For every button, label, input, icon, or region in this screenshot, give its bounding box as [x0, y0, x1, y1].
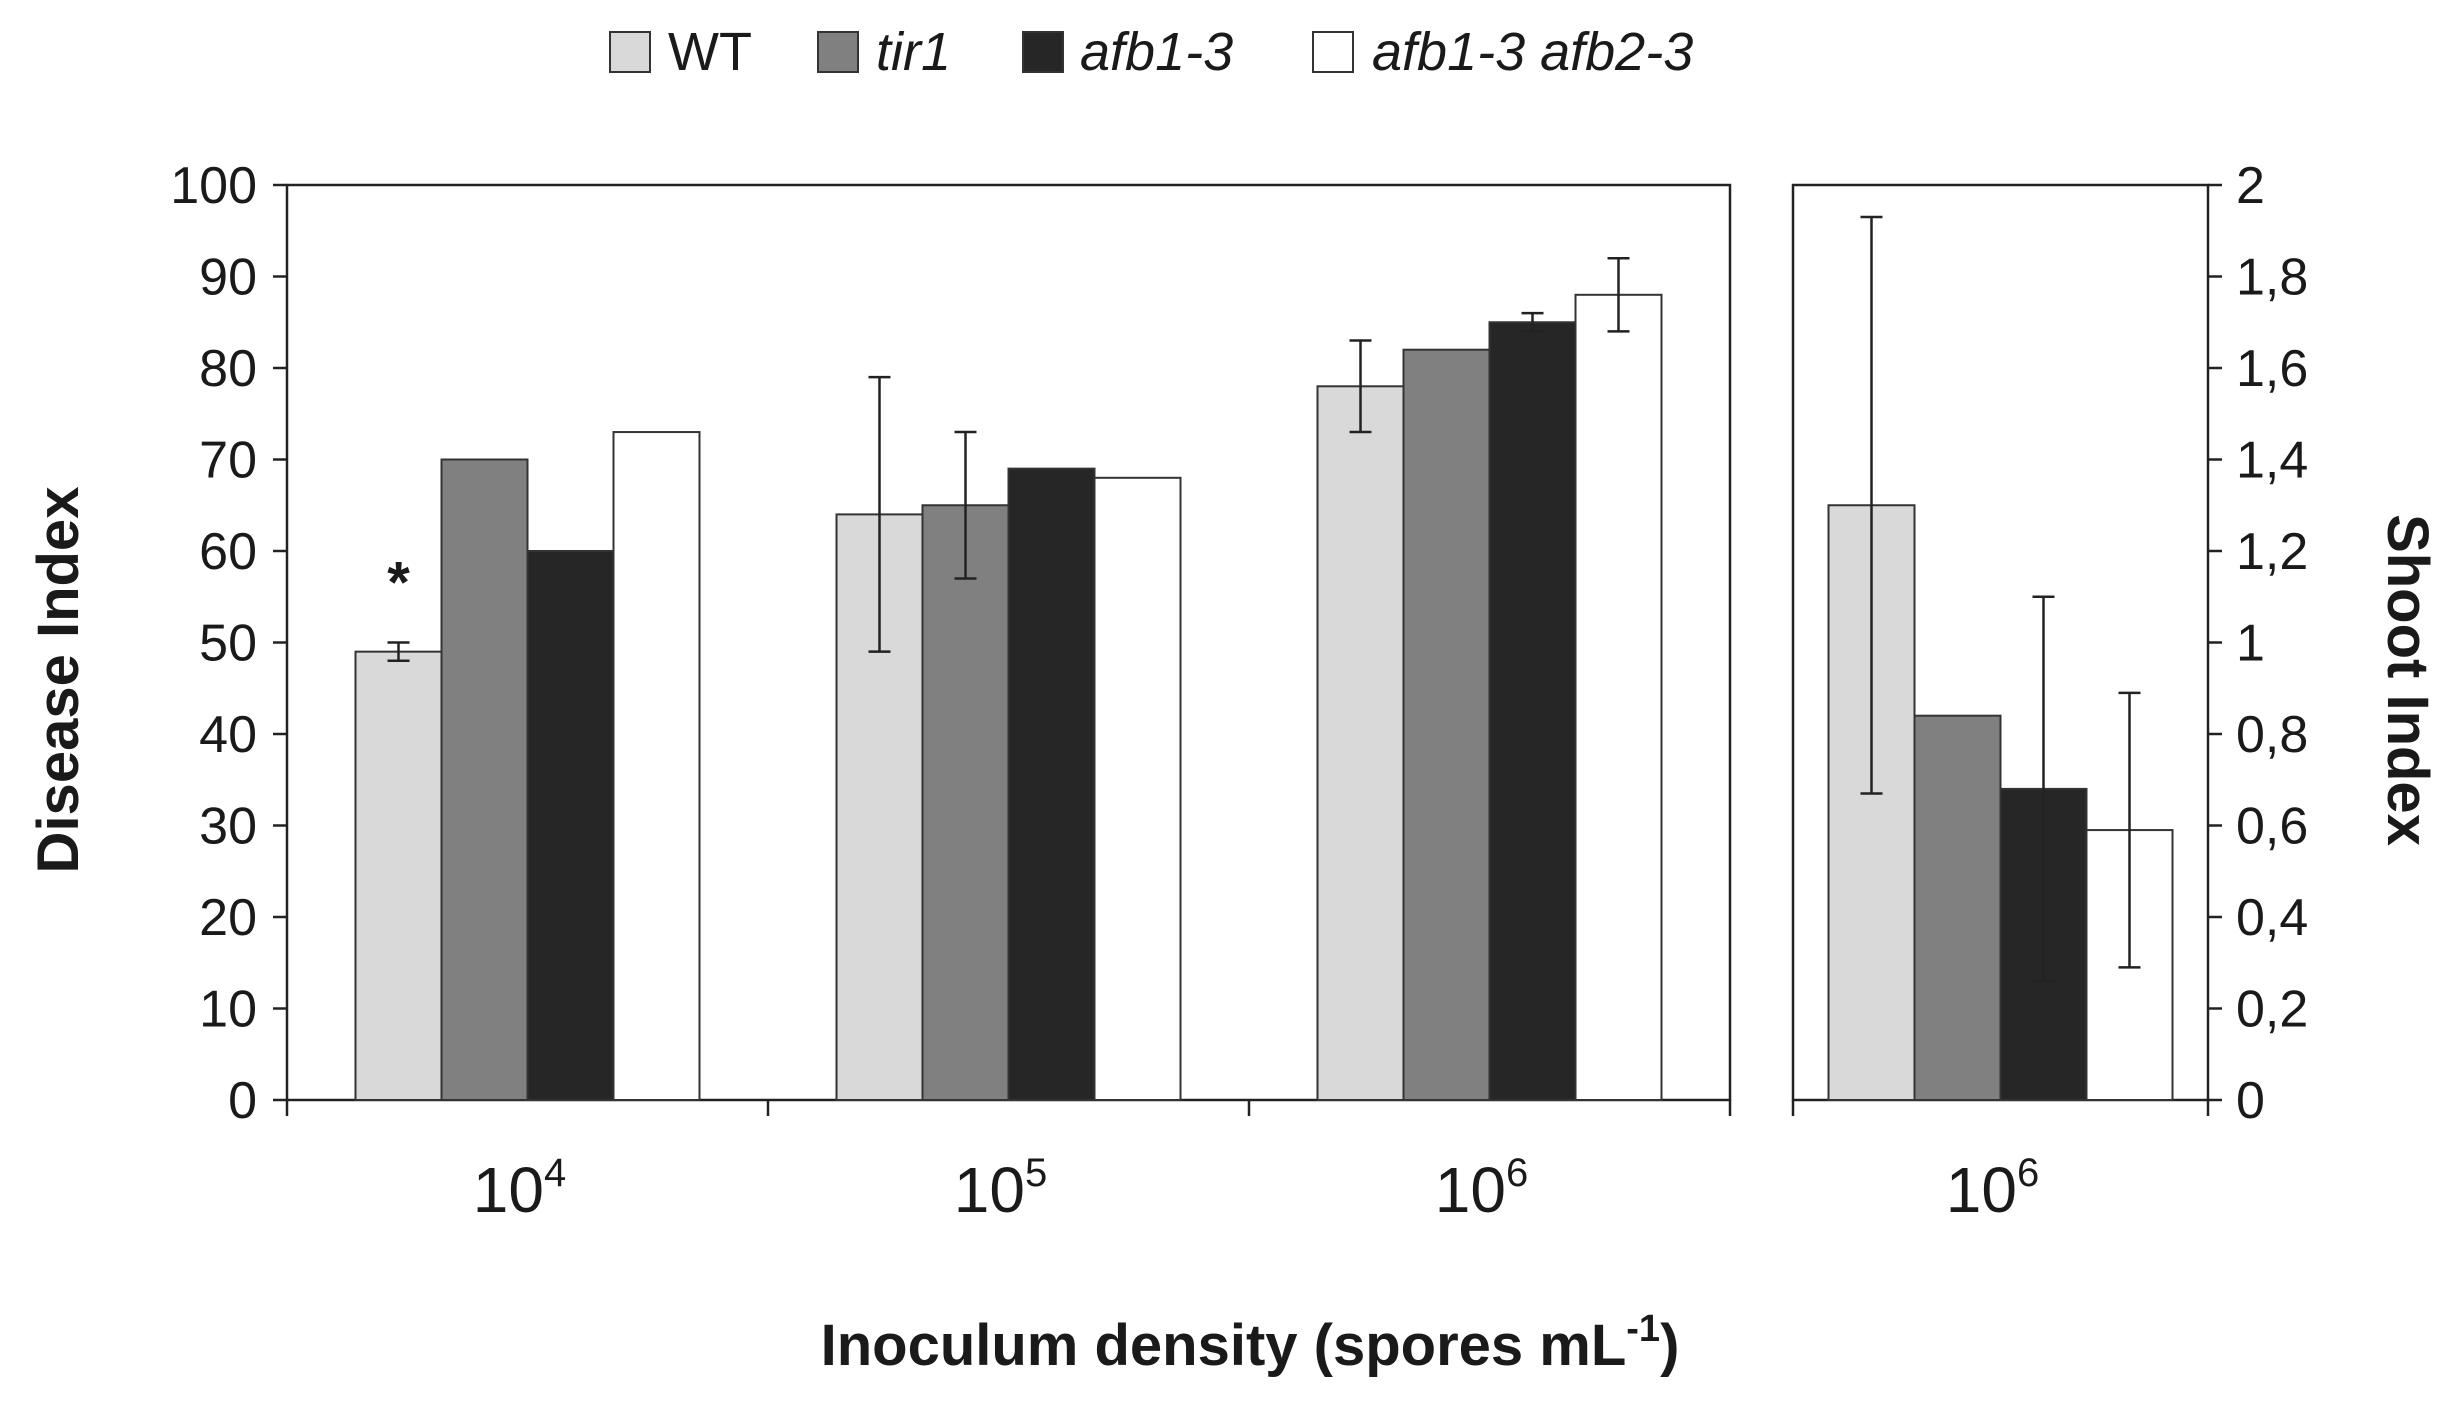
- y-axis-title-left: Disease Index: [26, 487, 91, 874]
- right-y-tick-label: 0,2: [2236, 981, 2308, 1039]
- legend-label-afb1-3-afb2-3: afb1-3 afb2-3: [1372, 22, 1693, 82]
- left-y-tick-label: 90: [199, 249, 257, 307]
- legend-swatch-tir1: [817, 31, 859, 73]
- left-y-tick-label: 0: [228, 1072, 257, 1130]
- left-significance-marker: *: [387, 551, 410, 616]
- left-y-tick-label: 20: [199, 889, 257, 947]
- legend-swatch-afb1-3: [1022, 31, 1064, 73]
- legend-swatch-afb1-3-afb2-3: [1312, 31, 1354, 73]
- left-x-category-label: 106: [1435, 1151, 1528, 1226]
- right-y-tick-label: 1,4: [2236, 432, 2308, 490]
- y-axis-title-right: Shoot Index: [2375, 514, 2440, 846]
- left-y-tick-label: 50: [199, 615, 257, 673]
- right-y-tick-label: 1: [2236, 615, 2265, 673]
- legend: WT tir1 afb1-3 afb1-3 afb2-3: [609, 22, 1693, 82]
- right-y-tick-label: 0,8: [2236, 706, 2308, 764]
- left-x-category-label: 105: [954, 1151, 1047, 1226]
- left-y-tick-label: 70: [199, 432, 257, 490]
- left-bar-wt-10-6: [1316, 385, 1405, 1101]
- x-axis-title: Inoculum density (spores mL-1): [821, 1308, 1680, 1378]
- left-bar-tir1-10-4: [440, 458, 529, 1101]
- left-bar-afb1-3-10-6: [1488, 321, 1577, 1101]
- legend-label-afb1-3: afb1-3: [1080, 22, 1233, 82]
- left-y-tick-label: 40: [199, 706, 257, 764]
- left-y-tick-label: 60: [199, 523, 257, 581]
- left-bar-afb1-3-afb2-3-10-5: [1093, 476, 1182, 1101]
- disease-index-panel: 0 10 20 30 40 50 60 70 80 90 100 * 104 105 106: [170, 157, 1732, 1226]
- left-bar-tir1-10-6: [1402, 348, 1491, 1101]
- left-bar-afb1-3-afb2-3-10-6: [1574, 293, 1663, 1101]
- legend-label-wt: WT: [668, 22, 752, 82]
- legend-swatch-wt: [609, 31, 651, 73]
- right-y-tick-label: 2: [2236, 157, 2265, 215]
- left-y-tick-label: 80: [199, 340, 257, 398]
- right-x-category-label: 106: [1946, 1151, 2039, 1226]
- left-bar-afb1-3-afb2-3-10-4: [612, 431, 701, 1101]
- left-y-tick-label: 30: [199, 798, 257, 856]
- right-y-tick-label: 1,6: [2236, 340, 2308, 398]
- left-bar-wt-10-4: [354, 650, 443, 1102]
- left-x-category-label: 104: [473, 1151, 566, 1226]
- left-y-tick-label: 10: [199, 981, 257, 1039]
- right-bar-tir1-10-6: [1913, 714, 2002, 1101]
- shoot-index-panel: 0 0,2 0,4 0,6 0,8 1 1,2 1,4 1,6 1,8 2 106: [1791, 157, 2308, 1226]
- right-y-tick-label: 0,4: [2236, 889, 2308, 947]
- left-bar-tir1-10-5: [921, 504, 1010, 1101]
- right-y-tick-label: 1,8: [2236, 249, 2308, 307]
- right-y-tick-label: 0,6: [2236, 798, 2308, 856]
- right-y-tick-label: 1,2: [2236, 523, 2308, 581]
- left-bar-afb1-3-10-4: [526, 550, 615, 1101]
- right-y-tick-label: 0: [2236, 1072, 2265, 1130]
- legend-label-tir1: tir1: [876, 22, 951, 82]
- left-y-tick-label: 100: [170, 157, 257, 215]
- left-bar-afb1-3-10-5: [1007, 467, 1096, 1101]
